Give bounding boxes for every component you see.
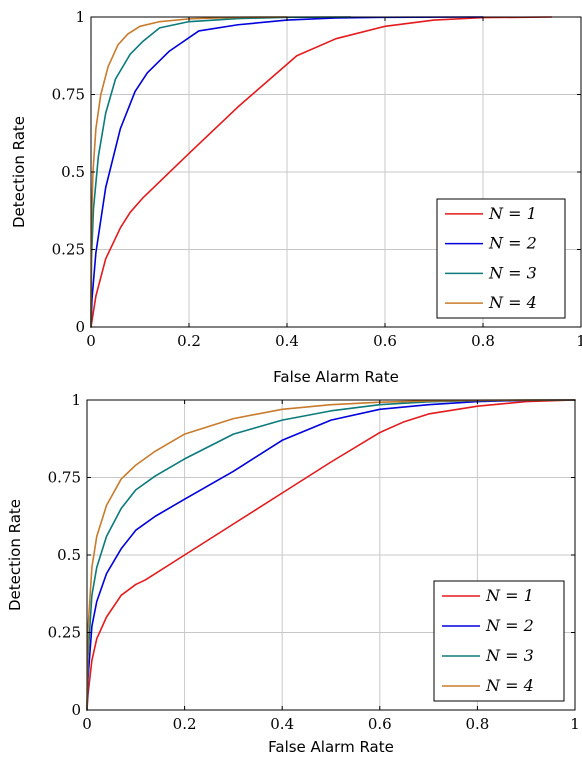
y-tick-label: 1 <box>71 391 81 409</box>
legend-label-n3: N = 3 <box>485 646 534 665</box>
x-tick-label: 0.2 <box>173 715 197 733</box>
x-tick-label: 1 <box>570 715 580 733</box>
legend-label-n2: N = 2 <box>485 616 534 635</box>
y-tick-label: 0 <box>75 318 85 336</box>
x-tick-label: 0 <box>86 332 96 350</box>
x-tick-label: 0.4 <box>270 715 294 733</box>
x-tick-label: 1 <box>576 332 582 350</box>
legend-label-n4: N = 4 <box>488 293 537 312</box>
y-axis-label: Detection Rate <box>10 116 28 228</box>
x-axis-label: False Alarm Rate <box>273 368 399 386</box>
legend-label-n3: N = 3 <box>488 263 537 282</box>
series-line-n1 <box>90 16 553 328</box>
x-tick-label: 0 <box>82 715 92 733</box>
y-axis-label: Detection Rate <box>6 499 24 611</box>
y-tick-label: 0.25 <box>52 241 85 259</box>
legend-label-n4: N = 4 <box>485 676 534 695</box>
y-tick-label: 0.5 <box>61 163 85 181</box>
x-tick-label: 0.6 <box>368 715 392 733</box>
axis-ticks: 0 0.2 0.4 0.6 0.8 1 0 0.25 0.5 0.75 1 <box>48 391 580 733</box>
x-tick-label: 0.8 <box>465 715 489 733</box>
legend: N = 1 N = 2 N = 3 N = 4 <box>436 198 566 319</box>
x-tick-label: 0.2 <box>177 332 201 350</box>
y-tick-label: 1 <box>75 8 85 26</box>
roc-chart-1: 0 0.2 0.4 0.6 0.8 1 0 0.25 0.5 0.75 1 False Alarm R… <box>10 8 582 386</box>
x-tick-label: 0.6 <box>373 332 397 350</box>
y-tick-label: 0.75 <box>52 86 85 104</box>
y-tick-label: 0.25 <box>48 624 81 642</box>
series-line-n2 <box>90 16 484 328</box>
legend-label-n2: N = 2 <box>488 234 537 253</box>
legend: N = 1 N = 2 N = 3 N = 4 <box>433 580 565 702</box>
y-tick-label: 0.75 <box>48 469 81 487</box>
roc-chart-2: 0 0.2 0.4 0.6 0.8 1 0 0.25 0.5 0.75 1 False Alarm R… <box>6 391 580 756</box>
series-line-n2 <box>86 399 576 711</box>
series-line-n4 <box>86 399 576 711</box>
legend-box <box>433 580 565 702</box>
y-tick-label: 0.5 <box>57 546 81 564</box>
legend-box <box>436 198 566 319</box>
x-tick-label: 0.4 <box>275 332 299 350</box>
y-tick-label: 0 <box>71 701 81 719</box>
series-lines <box>86 399 576 711</box>
series-line-n1 <box>86 399 576 711</box>
axis-ticks: 0 0.2 0.4 0.6 0.8 1 0 0.25 0.5 0.75 1 <box>52 8 582 350</box>
legend-label-n1: N = 1 <box>488 204 537 223</box>
legend-label-n1: N = 1 <box>485 586 534 605</box>
series-line-n3 <box>90 16 352 328</box>
x-axis-label: False Alarm Rate <box>268 738 394 756</box>
x-tick-label: 0.8 <box>471 332 495 350</box>
